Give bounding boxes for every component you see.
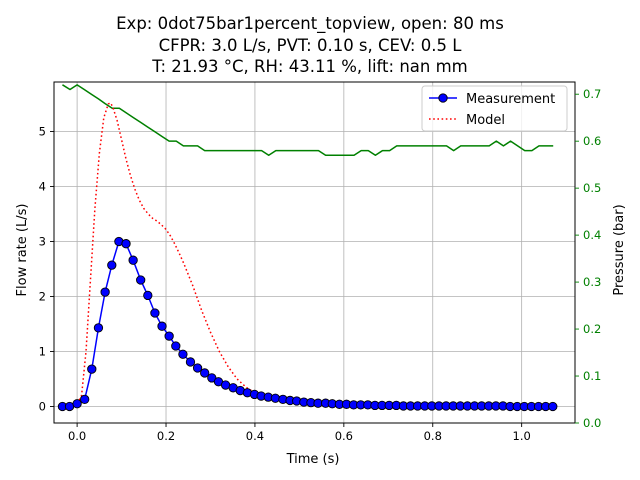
- measurement-point-10: [128, 255, 138, 265]
- y-left-tick-label-3: 3: [39, 235, 46, 249]
- measurement-point-13: [150, 308, 160, 318]
- y-right-tick-label-0: 0.0: [583, 416, 601, 430]
- grid: [54, 82, 575, 423]
- measurement-point-6: [100, 287, 110, 297]
- measurement-point-18: [185, 357, 196, 367]
- measurement-point-19: [192, 363, 203, 373]
- y-right-tick-label-1: 0.1: [583, 369, 601, 383]
- y-right-tick-label-7: 0.7: [583, 87, 601, 101]
- x-tick-label-3: 0.6: [335, 429, 353, 443]
- chart-title-line-1: Exp: 0dot75bar1percent_topview, open: 80…: [116, 14, 504, 34]
- measurement-point-16: [171, 341, 181, 351]
- y-right-tick-label-6: 0.6: [583, 134, 601, 148]
- y-right-tick-label-2: 0.2: [583, 322, 601, 336]
- measurement-point-9: [121, 239, 131, 249]
- y-left-tick-label-1: 1: [39, 345, 46, 359]
- legend-measurement-label: Measurement: [466, 92, 555, 107]
- pressure-series-line: [62, 84, 554, 157]
- measurement-point-14: [157, 321, 167, 331]
- measurement-point-17: [178, 349, 188, 359]
- y-right-tick-label-5: 0.5: [583, 181, 601, 195]
- measurement-point-11: [136, 275, 146, 285]
- x-tick-label-5: 1.0: [513, 429, 531, 443]
- measurement-point-69: [548, 401, 558, 412]
- legend-box: [421, 85, 568, 132]
- measurement-point-15: [164, 331, 174, 341]
- legend-model-label: Model: [466, 113, 505, 128]
- y-right-tick-label-3: 0.3: [583, 275, 601, 289]
- y-left-tick-label-0: 0: [39, 400, 46, 414]
- y-left-tick-label-4: 4: [39, 180, 46, 194]
- x-tick-label-0: 0.0: [68, 429, 86, 443]
- y-axis-left-label: Flow rate (L/s): [15, 204, 30, 297]
- measurement-point-12: [143, 290, 153, 301]
- x-axis-label: Time (s): [286, 452, 340, 467]
- x-tick-label-1: 0.2: [157, 429, 175, 443]
- axes: 0.0 0.2 0.4 0.6 0.8 1.0 0 1 2 3 4 5 0.0 0.1 0.2 0.3 0.4 0…: [39, 81, 601, 443]
- measurement-point-30: [270, 393, 281, 403]
- y-axis-right-label: Pressure (bar): [612, 204, 627, 295]
- measurement-point-3: [80, 394, 90, 404]
- plot-series: [57, 84, 558, 412]
- measurement-point-4: [87, 364, 97, 374]
- chart-title-line-3: T: 21.93 °C, RH: 43.11 %, lift: nan mm: [151, 57, 468, 76]
- y-right-tick-label-4: 0.4: [583, 228, 601, 242]
- chart-title-line-2: CFPR: 3.0 L/s, PVT: 0.10 s, CEV: 0.5 L: [159, 36, 463, 55]
- measurement-point-5: [93, 323, 104, 333]
- y-left-tick-label-5: 5: [39, 125, 46, 139]
- x-tick-label-2: 0.4: [246, 429, 264, 443]
- legend-measurement-marker: [438, 93, 448, 103]
- measurement-point-2: [72, 399, 82, 409]
- plot-frame: [53, 81, 576, 424]
- legend: Measurement Model: [421, 85, 568, 132]
- measurement-point-7: [107, 260, 117, 270]
- x-tick-label-4: 0.8: [424, 429, 442, 443]
- y-left-tick-label-2: 2: [39, 290, 46, 304]
- measurement-point-20: [200, 368, 210, 378]
- model-series-line: [76, 102, 553, 408]
